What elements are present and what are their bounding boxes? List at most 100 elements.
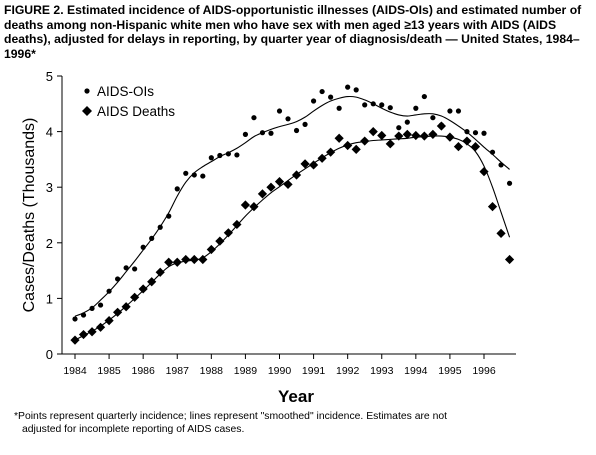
legend-label-aids-deaths: AIDS Deaths — [97, 104, 175, 119]
data-point-aids-ois — [447, 108, 453, 114]
data-point-aids-ois — [498, 162, 504, 168]
data-point-aids-ois — [404, 119, 410, 125]
series-aids-deaths — [70, 121, 515, 345]
data-point-aids-ois — [370, 101, 376, 107]
data-point-aids-ois — [191, 172, 197, 178]
data-point-aids-ois — [268, 130, 274, 136]
data-point-aids-deaths — [283, 179, 293, 190]
data-point-aids-deaths — [78, 329, 89, 340]
series-aids-ois — [72, 84, 513, 322]
data-point-aids-ois — [464, 129, 470, 135]
data-point-aids-deaths — [87, 327, 97, 337]
x-tick-label: 1989 — [234, 365, 258, 377]
data-point-aids-ois — [302, 121, 308, 127]
x-tick-label: 1986 — [131, 365, 155, 377]
data-point-aids-ois — [362, 102, 368, 108]
x-tick-label: 1987 — [166, 365, 190, 377]
data-point-aids-ois — [336, 105, 342, 111]
data-point-aids-deaths — [453, 142, 464, 152]
x-axis-label: Year — [278, 387, 314, 406]
data-point-aids-deaths — [249, 202, 259, 212]
data-point-aids-deaths — [164, 257, 174, 267]
data-point-aids-ois — [319, 88, 325, 95]
data-point-aids-deaths — [479, 167, 489, 177]
data-point-aids-deaths — [377, 130, 387, 141]
data-point-aids-ois — [208, 155, 214, 161]
data-point-aids-deaths — [411, 130, 421, 141]
data-point-aids-deaths — [334, 133, 344, 143]
data-point-aids-ois — [106, 288, 112, 294]
data-point-aids-ois — [379, 102, 385, 108]
y-axis-label: Cases/Deaths (Thousands) — [21, 118, 38, 313]
data-point-aids-deaths — [223, 228, 233, 238]
y-tick-label: 2 — [46, 236, 53, 251]
smoothed-line-aids-ois — [74, 95, 510, 317]
data-point-aids-ois — [259, 130, 266, 136]
data-point-aids-deaths — [428, 129, 438, 139]
x-tick-label: 1994 — [404, 365, 428, 377]
data-point-aids-deaths — [240, 200, 251, 210]
data-point-aids-ois — [234, 152, 240, 158]
y-tick-label: 3 — [46, 180, 53, 195]
data-point-aids-deaths — [95, 322, 106, 332]
footnote-line-1: *Points represent quarterly incidence; l… — [14, 411, 448, 422]
data-point-aids-ois — [183, 170, 189, 176]
y-tick-label: 5 — [46, 69, 53, 84]
data-point-aids-deaths — [206, 244, 216, 255]
data-point-aids-deaths — [308, 160, 319, 170]
data-point-aids-deaths — [343, 140, 353, 151]
data-point-aids-deaths — [130, 292, 140, 302]
data-point-aids-deaths — [351, 144, 361, 154]
data-point-aids-ois — [455, 108, 462, 114]
plot-area — [61, 76, 516, 355]
data-point-aids-ois — [310, 98, 317, 104]
data-point-aids-deaths — [232, 219, 242, 230]
data-point-aids-deaths — [300, 159, 310, 169]
data-point-aids-ois — [80, 312, 87, 318]
data-point-aids-ois — [328, 94, 334, 100]
data-point-aids-deaths — [487, 202, 498, 212]
data-point-aids-deaths — [147, 277, 157, 287]
data-point-aids-ois — [481, 130, 487, 136]
data-point-aids-ois — [132, 266, 138, 272]
data-point-aids-ois — [506, 180, 513, 186]
footnote-line-2: adjusted for incomplete reporting of AID… — [22, 423, 245, 435]
data-point-aids-ois — [276, 108, 283, 114]
x-tick-label: 1995 — [438, 365, 462, 377]
figure-title: FIGURE 2. Estimated incidence of AIDS-op… — [4, 3, 582, 61]
data-point-aids-ois — [430, 115, 436, 121]
data-point-aids-deaths — [70, 335, 80, 345]
data-point-aids-deaths — [215, 236, 225, 246]
data-point-aids-deaths — [436, 121, 446, 131]
data-point-aids-ois — [225, 151, 231, 157]
data-point-aids-deaths — [402, 129, 412, 139]
data-point-aids-deaths — [462, 136, 472, 146]
data-point-aids-ois — [115, 276, 121, 282]
data-point-aids-deaths — [266, 182, 276, 192]
data-point-aids-ois — [251, 115, 257, 121]
data-point-aids-deaths — [257, 189, 268, 199]
data-point-aids-ois — [200, 173, 206, 179]
legend-label-aids-ois: AIDS-OIs — [97, 84, 154, 99]
data-point-aids-ois — [413, 105, 419, 111]
legend-item-aids-ois: AIDS-OIs — [84, 84, 154, 99]
data-point-aids-deaths — [121, 302, 131, 312]
data-point-aids-ois — [285, 116, 291, 122]
data-point-aids-deaths — [317, 153, 327, 163]
data-point-aids-ois — [89, 305, 95, 312]
data-point-aids-deaths — [496, 228, 506, 238]
data-point-aids-ois — [157, 224, 163, 230]
data-point-aids-ois — [396, 125, 402, 131]
legend-marker-aids-deaths — [82, 106, 92, 116]
data-point-aids-ois — [217, 152, 223, 159]
data-point-aids-ois — [174, 186, 180, 192]
data-point-aids-ois — [242, 131, 249, 137]
data-point-aids-deaths — [385, 139, 395, 149]
data-point-aids-deaths — [394, 131, 404, 141]
data-point-aids-deaths — [291, 170, 302, 180]
data-point-aids-ois — [353, 87, 359, 93]
legend-item-aids-deaths: AIDS Deaths — [82, 104, 175, 119]
data-point-aids-ois — [489, 149, 496, 155]
data-point-aids-ois — [140, 244, 146, 250]
data-point-aids-ois — [472, 130, 479, 136]
